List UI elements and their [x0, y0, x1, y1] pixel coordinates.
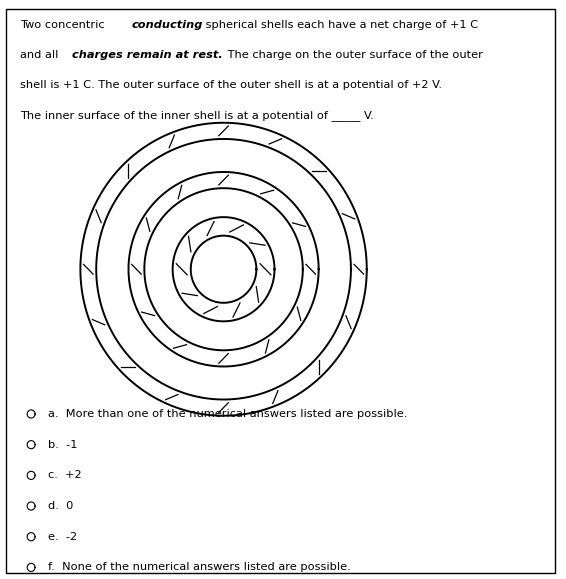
- Text: c.  +2: c. +2: [48, 470, 82, 481]
- Polygon shape: [128, 172, 319, 367]
- Text: spherical shells each have a net charge of +1 C: spherical shells each have a net charge …: [202, 20, 478, 30]
- Text: The charge on the outer surface of the outer: The charge on the outer surface of the o…: [224, 50, 483, 60]
- Text: e.  -2: e. -2: [48, 532, 77, 542]
- Text: a.  More than one of the numerical answers listed are possible.: a. More than one of the numerical answer…: [48, 409, 408, 419]
- Polygon shape: [80, 123, 367, 416]
- Text: The inner surface of the inner shell is at a potential of _____ V.: The inner surface of the inner shell is …: [20, 111, 374, 122]
- Polygon shape: [173, 217, 275, 321]
- Text: charges remain at rest.: charges remain at rest.: [72, 50, 223, 60]
- Text: shell is +1 C. The outer surface of the outer shell is at a potential of +2 V.: shell is +1 C. The outer surface of the …: [20, 80, 442, 90]
- Text: f.  None of the numerical answers listed are possible.: f. None of the numerical answers listed …: [48, 562, 351, 573]
- Text: conducting: conducting: [132, 20, 203, 30]
- Text: d.  0: d. 0: [48, 501, 74, 511]
- Text: and all: and all: [20, 50, 62, 60]
- Text: b.  -1: b. -1: [48, 439, 78, 450]
- Text: Two concentric: Two concentric: [20, 20, 108, 30]
